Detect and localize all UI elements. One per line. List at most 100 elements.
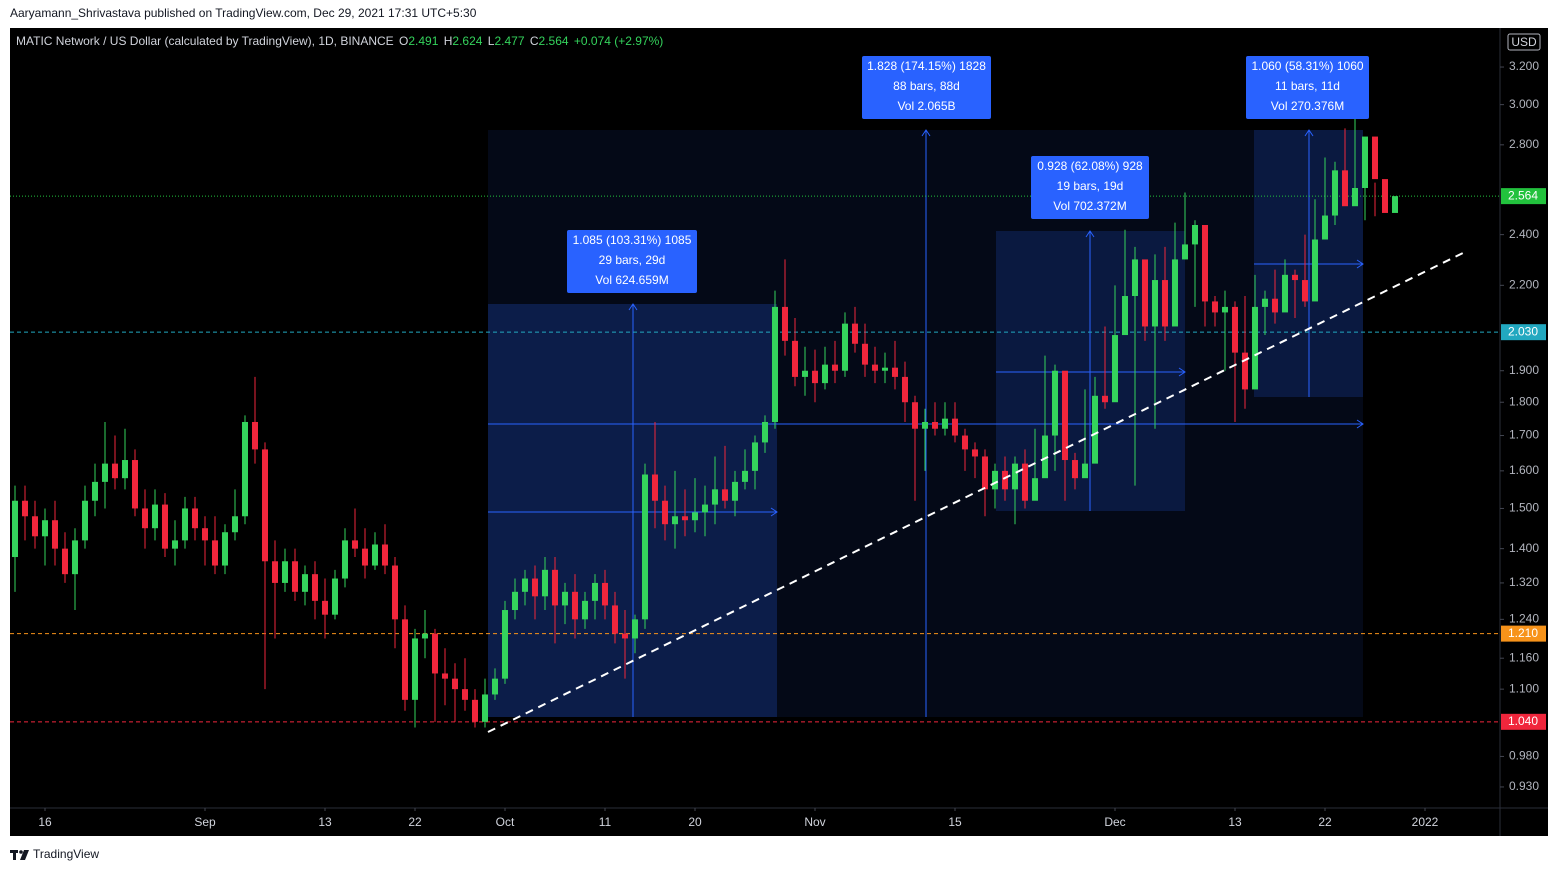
o-value: 2.491: [408, 34, 438, 48]
candle-body: [1292, 274, 1298, 281]
y-tick-label: 1.240: [1509, 612, 1539, 626]
l-value: 2.477: [494, 34, 524, 48]
candle-body: [432, 633, 438, 674]
measure-label: 0.928 (62.08%) 928: [1037, 159, 1143, 173]
arrow-head: [1356, 259, 1364, 269]
candle-body: [672, 516, 678, 525]
measure-label-bg: [1031, 156, 1149, 219]
candle-body: [212, 540, 218, 566]
candle-body: [442, 673, 448, 679]
candle-body: [492, 678, 498, 695]
candle-body: [732, 481, 738, 501]
candle-body: [172, 540, 178, 549]
candle-body: [1252, 306, 1258, 390]
candle-body: [622, 633, 628, 639]
candle-body: [842, 323, 848, 371]
candle-body: [702, 504, 708, 513]
x-tick-label: 20: [688, 815, 702, 829]
price-label: 1.040: [1508, 714, 1538, 728]
candle-body: [882, 367, 888, 371]
y-tick-label: 1.600: [1509, 463, 1539, 477]
c-value: 2.564: [539, 34, 569, 48]
candle-body: [452, 678, 458, 690]
measure-label: Vol 702.372M: [1053, 199, 1126, 213]
candle-body: [742, 470, 748, 482]
measure-label: Vol 624.659M: [595, 273, 668, 287]
candle-body: [1222, 306, 1228, 313]
x-tick-label: 16: [38, 815, 52, 829]
h-label: H: [444, 34, 453, 48]
candle-body: [62, 548, 68, 575]
candle-body: [1322, 215, 1328, 240]
candle-body: [1372, 136, 1378, 180]
measure-label: 11 bars, 11d: [1275, 79, 1340, 93]
candle-body: [1382, 179, 1388, 213]
candle-body: [822, 364, 828, 384]
candle-body: [752, 442, 758, 471]
candle-body: [992, 470, 998, 490]
candle-body: [272, 561, 278, 583]
price-label: 2.564: [1508, 188, 1538, 202]
candle-body: [532, 578, 538, 597]
candle-body: [1342, 170, 1348, 207]
candle-body: [1352, 187, 1358, 207]
candle-body: [372, 544, 378, 566]
candle-body: [482, 694, 488, 722]
candle-body: [22, 500, 28, 517]
candle-body: [1282, 274, 1288, 313]
candle-body: [152, 504, 158, 529]
candle-body: [832, 364, 838, 371]
candle-body: [552, 569, 558, 606]
candle-body: [1102, 395, 1108, 403]
y-tick-label: 1.160: [1509, 650, 1539, 664]
candle-body: [382, 544, 388, 566]
price-label-bg: [1501, 188, 1546, 205]
y-tick-label: 1.700: [1509, 428, 1539, 442]
arrow-head: [770, 507, 778, 517]
candle-body: [632, 619, 638, 639]
currency-box[interactable]: [1507, 33, 1541, 51]
candle-body: [392, 565, 398, 620]
x-tick-label: Nov: [804, 815, 825, 829]
measure-label: 19 bars, 19d: [1057, 179, 1124, 193]
candle-body: [162, 504, 168, 549]
measure-label-bg: [567, 230, 697, 293]
candle-body: [1032, 478, 1038, 501]
candle-body: [1182, 244, 1188, 260]
logo: [10, 850, 29, 860]
candle-body: [1012, 463, 1018, 490]
y-tick-label: 1.800: [1509, 394, 1539, 408]
candle-body: [262, 449, 268, 562]
change: +0.074 (+2.97%): [574, 34, 663, 48]
y-tick-label: 0.930: [1509, 779, 1539, 793]
y-tick-label: 3.200: [1509, 59, 1539, 73]
candle-body: [1052, 370, 1058, 436]
candle-body: [652, 474, 658, 501]
candle-body: [872, 364, 878, 371]
candle-body: [922, 421, 928, 429]
candle-body: [892, 367, 898, 377]
candle-body: [1192, 225, 1198, 245]
candle-body: [422, 633, 428, 639]
candle-body: [662, 500, 668, 525]
candle-body: [782, 306, 788, 341]
brand: TradingView: [33, 847, 99, 861]
candle-body: [142, 508, 148, 529]
candle-body: [252, 421, 258, 450]
measure-label: 1.060 (58.31%) 1060: [1251, 59, 1363, 73]
candle-body: [312, 574, 318, 601]
plot: 1.085 (103.31%) 1085 29 bars, 29d Vol 624.…: [10, 56, 1546, 829]
candle-body: [962, 435, 968, 450]
candle-body: [182, 508, 188, 541]
candle-body: [202, 528, 208, 541]
candle-body: [472, 699, 478, 722]
candle-body: [1062, 370, 1068, 461]
y-tick-label: 1.100: [1509, 681, 1539, 695]
candle-body: [612, 605, 618, 634]
candle-body: [242, 421, 248, 517]
candle-body: [1112, 335, 1118, 403]
candle-body: [1392, 196, 1398, 213]
candle-body: [862, 343, 868, 365]
candle-body: [462, 689, 468, 700]
candle-body: [1242, 352, 1248, 390]
